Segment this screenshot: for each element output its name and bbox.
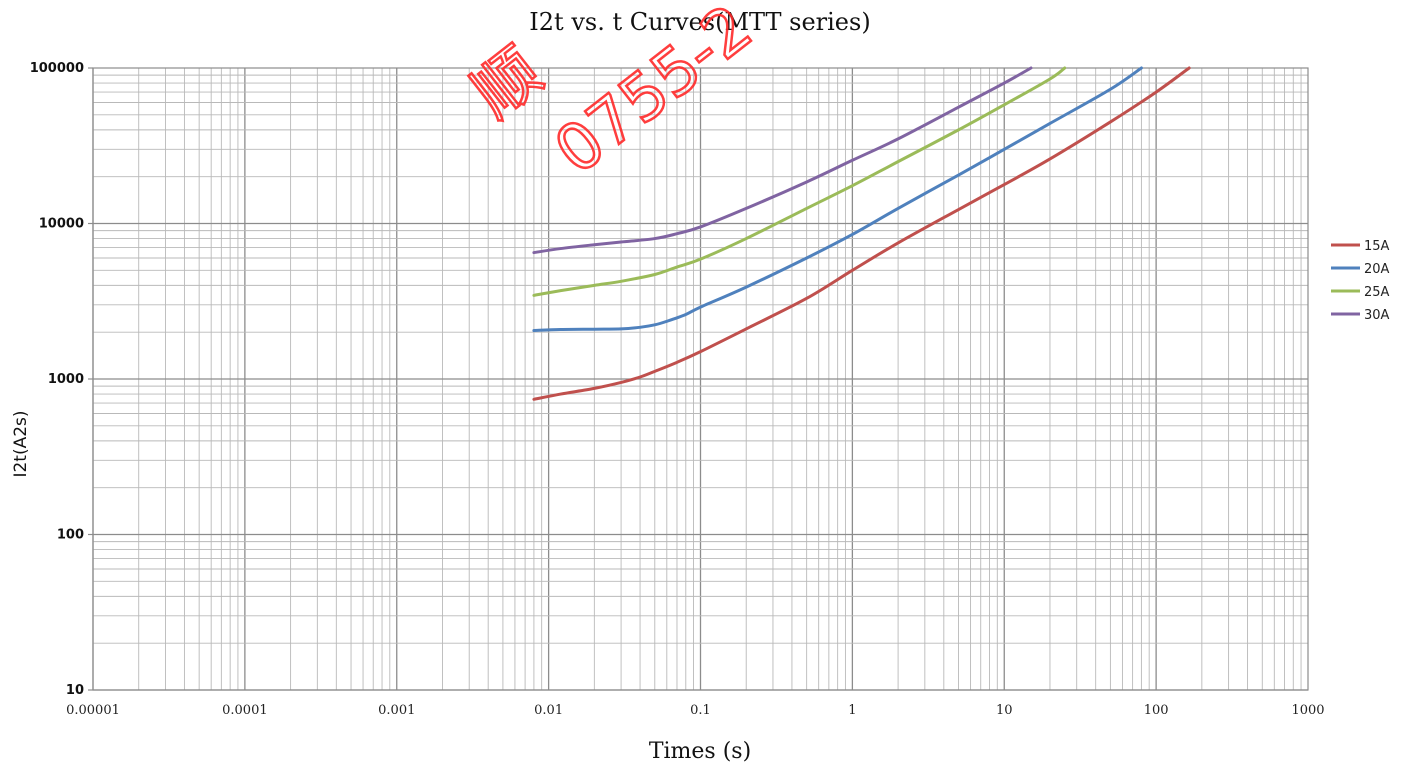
series-line-15a	[532, 66, 1191, 401]
x-tick-labels: 0.00001 0.0001 0.001 0.01 0.1 1 10 100 1000	[66, 703, 1324, 718]
grid	[92, 68, 1308, 691]
series-line-20a	[532, 66, 1143, 333]
legend: 15A 20A 25A 30A	[1331, 239, 1390, 323]
x-tick-label: 10	[996, 703, 1013, 718]
x-tick-label: 0.1	[690, 703, 711, 718]
y-tick-label: 100	[57, 528, 84, 543]
y-tick-label: 100000	[30, 61, 84, 76]
legend-label-25a: 25A	[1364, 285, 1390, 300]
x-tick-label: 0.00001	[66, 703, 120, 718]
chart-title: I2t vs. t Curves(MTT series)	[529, 8, 870, 36]
x-tick-label: 0.001	[378, 703, 415, 718]
x-axis-label: Times (s)	[649, 739, 751, 764]
y-tick-label: 1000	[48, 372, 84, 387]
legend-label-20a: 20A	[1364, 262, 1390, 277]
x-tick-label: 100	[1144, 703, 1169, 718]
x-tick-label: 1000	[1291, 703, 1324, 718]
series-line-25a	[532, 66, 1067, 297]
y-tick-label: 10000	[39, 217, 84, 232]
y-tick-label: 10	[66, 683, 84, 698]
legend-label-30a: 30A	[1364, 308, 1390, 323]
x-tick-label: 0.0001	[222, 703, 268, 718]
y-tick-labels: 10 100 1000 10000 100000	[30, 61, 93, 698]
x-tick-label: 0.01	[534, 703, 563, 718]
y-axis-label: I2t(A2s)	[11, 410, 31, 477]
series-line-30a	[532, 66, 1033, 255]
x-tick-label: 1	[848, 703, 856, 718]
series-lines	[532, 66, 1191, 401]
legend-label-15a: 15A	[1364, 239, 1390, 254]
